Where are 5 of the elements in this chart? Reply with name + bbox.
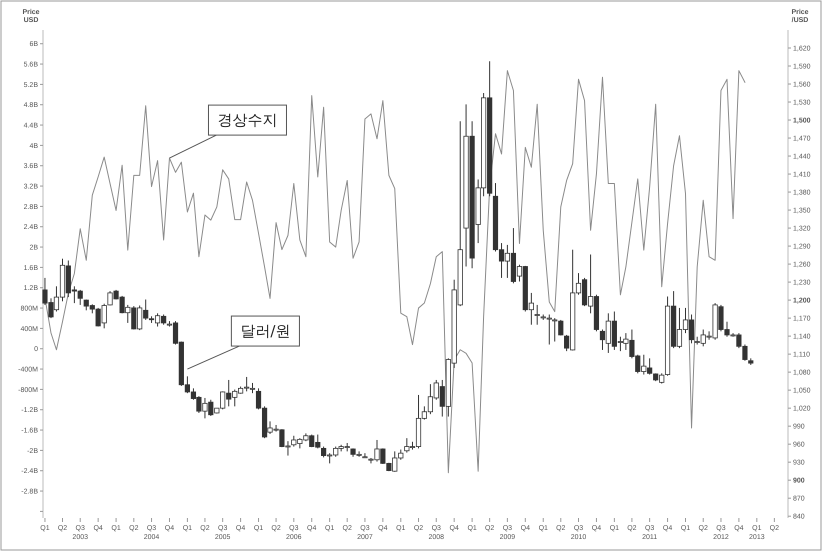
- annotation: 경상수지: [168, 104, 287, 159]
- annotation: 경상수지: [217, 111, 278, 130]
- annotation: 달러/원: [186, 316, 300, 370]
- annotation: 달러/원: [240, 322, 290, 340]
- candlestick: [534, 304, 540, 326]
